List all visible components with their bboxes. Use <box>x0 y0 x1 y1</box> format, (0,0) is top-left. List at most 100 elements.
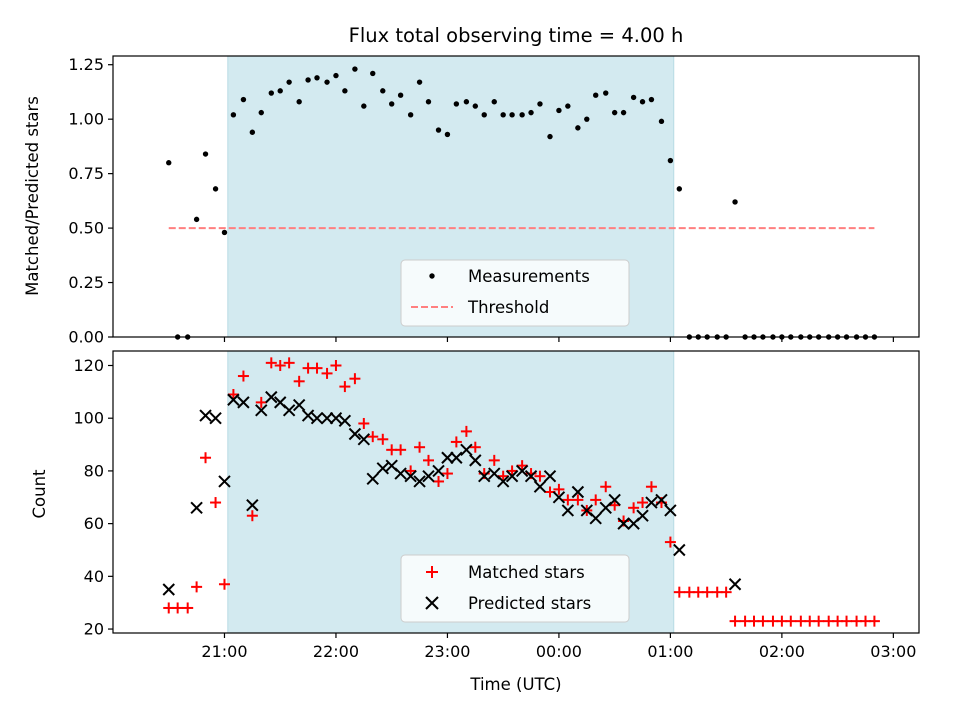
chart-title: Flux total observing time = 4.00 h <box>349 24 684 47</box>
measurement-point <box>639 99 646 105</box>
measurement-point <box>221 229 228 236</box>
bottom-legend-box <box>400 554 630 623</box>
matched-star-point <box>218 578 230 590</box>
predicted-star-point <box>432 464 445 478</box>
matched-star-point <box>441 468 453 480</box>
matched-star-point <box>562 494 574 506</box>
measurement-point <box>258 109 264 116</box>
matched-star-point <box>701 586 713 598</box>
measurement-point <box>305 77 311 83</box>
x-tick-label: 23:00 <box>424 642 470 661</box>
predicted-star-point <box>533 480 547 493</box>
predicted-star-point <box>664 504 677 517</box>
matched-star-point <box>330 359 342 371</box>
matched-star-point <box>645 481 657 493</box>
top-y-tick-label: 0.75 <box>68 164 104 183</box>
ratio-panel: Flux total observing time = 4.00 h 0.00 0… <box>23 24 920 347</box>
predicted-star-point <box>190 501 203 515</box>
measurement-point <box>380 88 386 94</box>
predicted-star-point <box>413 475 426 488</box>
predicted-star-point <box>552 491 566 504</box>
predicted-star-point <box>255 404 268 417</box>
measurement-point <box>732 199 738 205</box>
predicted-star-point <box>608 493 621 507</box>
matched-star-point <box>200 452 212 464</box>
predicted-star-point <box>422 469 435 483</box>
matched-star-point <box>339 381 351 393</box>
matched-star-point <box>506 465 518 477</box>
matched-star-point <box>293 375 305 387</box>
predicted-star-point <box>524 469 538 483</box>
measurement-point <box>593 92 599 98</box>
predicted-star-point <box>728 578 742 591</box>
predicted-star-point <box>338 414 352 428</box>
measurement-point <box>314 75 320 81</box>
predicted-star-point <box>589 512 602 525</box>
matched-star-point <box>414 441 426 453</box>
x-tick-label: 02:00 <box>759 642 805 661</box>
measurement-point <box>658 118 665 125</box>
predicted-star-point <box>441 451 454 464</box>
predicted-star-point <box>469 454 482 467</box>
predicted-star-point <box>199 409 212 422</box>
predicted-star-point <box>329 411 343 425</box>
measurement-point <box>491 99 497 105</box>
measurement-point <box>463 99 470 105</box>
measurement-point <box>324 79 330 85</box>
matched-star-point <box>720 586 732 598</box>
measurement-point <box>425 99 432 105</box>
measurement-point <box>509 112 515 118</box>
measurement-point <box>370 70 376 77</box>
predicted-star-point <box>505 469 519 483</box>
predicted-star-point <box>617 517 630 530</box>
measurement-point <box>556 107 562 114</box>
predicted-star-point <box>460 443 473 457</box>
measurement-point <box>212 186 219 192</box>
matched-star-point <box>757 615 769 627</box>
predicted-star-point <box>478 469 491 483</box>
top-y-tick-label: 0.25 <box>68 273 104 292</box>
top-y-tick-label: 1.25 <box>68 55 104 74</box>
top-legend: Measurements Threshold <box>400 259 630 327</box>
measurement-point <box>397 92 404 98</box>
legend-threshold: Threshold <box>467 298 549 317</box>
measurement-point <box>286 79 292 85</box>
measurement-point <box>240 96 247 103</box>
top-y-tick-label: 0.50 <box>68 219 104 238</box>
matched-star-point <box>182 602 194 614</box>
top-y-axis-label: Matched/Predicted stars <box>23 96 42 296</box>
measurement-point <box>667 157 674 164</box>
measurement-point <box>202 151 209 157</box>
matched-star-point <box>600 481 612 493</box>
top-y-tick-label: 0.00 <box>68 328 104 347</box>
measurement-point <box>416 79 423 85</box>
measurement-point <box>547 133 553 140</box>
matched-star-point <box>265 357 277 369</box>
matched-star-point <box>488 454 500 466</box>
matched-star-point <box>405 465 417 477</box>
bottom-y-tick-label: 40 <box>84 567 104 586</box>
measurement-point <box>575 125 581 131</box>
matched-star-point <box>311 362 323 374</box>
measurement-point <box>537 101 543 107</box>
predicted-star-point <box>515 464 529 478</box>
measurement-point <box>166 160 172 166</box>
top-y-tick-label: 1.00 <box>68 110 104 129</box>
matched-star-point <box>553 483 565 495</box>
matched-star-point <box>813 615 825 627</box>
matched-star-point <box>210 497 222 509</box>
predicted-star-point <box>394 467 407 480</box>
measurement-point <box>500 112 506 118</box>
predicted-star-point <box>246 498 259 512</box>
matched-star-point <box>450 436 462 448</box>
matched-star-point <box>227 388 239 400</box>
matched-star-point <box>422 454 434 466</box>
bottom-y-tick-label: 20 <box>84 620 104 639</box>
matched-star-point <box>433 475 445 487</box>
predicted-star-point <box>561 504 575 517</box>
x-tick-label: 03:00 <box>870 642 916 661</box>
matched-star-point <box>534 470 546 482</box>
predicted-star-point <box>645 496 658 509</box>
matched-star-point <box>609 499 621 511</box>
x-tick-label: 01:00 <box>647 642 693 661</box>
